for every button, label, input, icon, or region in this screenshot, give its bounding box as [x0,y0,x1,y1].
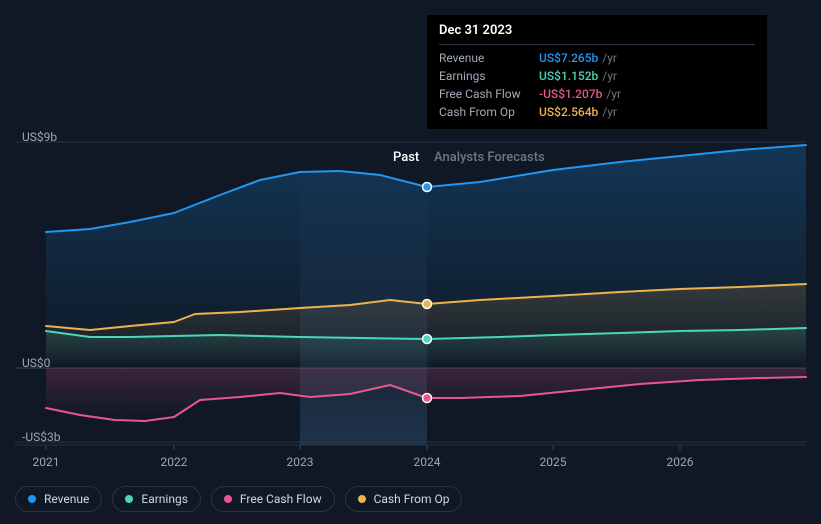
tooltip-row-free-cash-flow: Free Cash Flow-US$1.207b/yr [439,85,755,103]
tooltip-row-cash-from-op: Cash From OpUS$2.564b/yr [439,103,755,121]
tooltip-metric-label: Revenue [439,51,539,65]
past-section-label: Past [393,150,419,165]
legend-dot-icon [358,495,366,503]
tooltip-metric-value: US$7.265b [539,51,598,65]
tooltip-metric-label: Cash From Op [439,105,539,119]
tooltip-metric-unit: /yr [602,105,617,119]
tooltip-metric-unit: /yr [602,51,617,65]
x-axis-label: 2023 [287,455,314,469]
forecast-section-label: Analysts Forecasts [434,150,545,165]
tooltip-metric-value: US$2.564b [539,105,598,119]
financial-forecast-chart: US$9bUS$0-US$3b Past Analysts Forecasts … [0,0,821,524]
chart-legend: Revenue Earnings Free Cash Flow Cash From O… [15,486,462,512]
tooltip-metric-unit: /yr [602,69,617,83]
y-axis-label: US$9b [22,130,57,144]
tooltip-row-earnings: EarningsUS$1.152b/yr [439,67,755,85]
legend-toggle-cash_from_op[interactable]: Cash From Op [345,486,463,512]
chart-tooltip: Dec 31 2023 RevenueUS$7.265b/yrEarningsU… [427,15,767,129]
legend-dot-icon [224,495,232,503]
tooltip-metric-value: -US$1.207b [539,87,602,101]
x-axis-label: 2025 [540,455,567,469]
legend-toggle-earnings[interactable]: Earnings [112,486,201,512]
tooltip-date: Dec 31 2023 [439,23,755,45]
legend-dot-icon [28,495,36,503]
legend-label: Free Cash Flow [240,492,322,506]
x-axis-label: 2024 [414,455,441,469]
x-axis-label: 2021 [33,455,60,469]
tooltip-metric-label: Earnings [439,69,539,83]
tooltip-metric-unit: /yr [606,87,621,101]
legend-toggle-revenue[interactable]: Revenue [15,486,102,512]
tooltip-row-revenue: RevenueUS$7.265b/yr [439,49,755,67]
y-axis-label: -US$3b [22,430,60,444]
y-axis-label: US$0 [22,356,50,370]
x-axis-label: 2026 [667,455,694,469]
x-axis-label: 2022 [161,455,188,469]
tooltip-metric-label: Free Cash Flow [439,87,539,101]
legend-toggle-free_cash_flow[interactable]: Free Cash Flow [211,486,335,512]
legend-label: Cash From Op [374,492,450,506]
legend-label: Earnings [141,492,188,506]
legend-label: Revenue [44,492,89,506]
legend-dot-icon [125,495,133,503]
tooltip-metric-value: US$1.152b [539,69,598,83]
